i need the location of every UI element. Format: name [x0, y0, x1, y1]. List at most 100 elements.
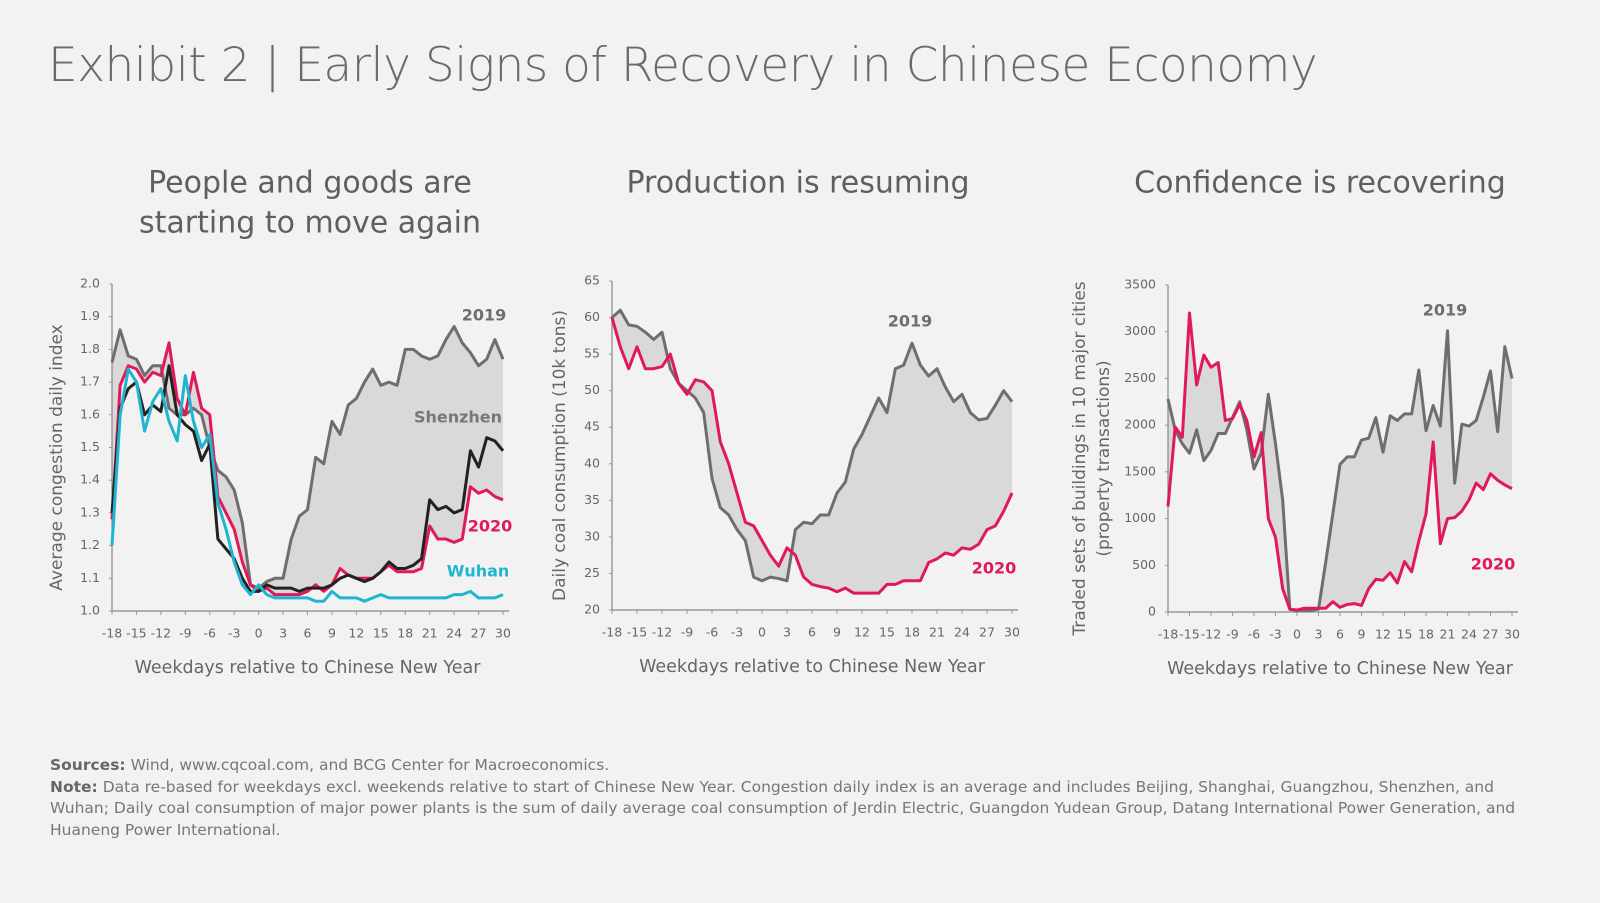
x-tick-label: 3	[1315, 627, 1323, 642]
x-tick-label: 6	[1336, 627, 1344, 642]
y-tick-label: 0	[1148, 604, 1156, 619]
series-label: 2020	[468, 517, 513, 536]
x-axis-label: Weekdays relative to Chinese New Year	[135, 658, 482, 678]
y-tick-label: 500	[1132, 557, 1156, 572]
charts: People and goods are starting to move aga…	[47, 166, 1520, 680]
x-tick-label: -18	[1158, 627, 1178, 642]
gap-area	[1168, 313, 1512, 611]
x-tick-label: -15	[126, 626, 146, 641]
series-line	[1166, 311, 1513, 612]
y-tick-label: 1.4	[80, 472, 100, 487]
series-line	[610, 317, 1014, 595]
x-tick-label: 3	[279, 626, 287, 641]
y-tick-label: 30	[584, 528, 600, 543]
y-axis-label: (property transactions)	[1094, 360, 1114, 556]
y-tick-label: 1.3	[80, 504, 100, 519]
y-tick-label: 1.8	[80, 341, 100, 356]
x-tick-label: -6	[204, 626, 217, 641]
series-label: 2019	[888, 312, 933, 331]
series-label: 2019	[462, 306, 507, 325]
x-tick-label: 9	[328, 626, 336, 641]
y-tick-label: 35	[584, 492, 600, 507]
y-tick-label: 65	[584, 273, 600, 288]
chart-title: Production is resuming	[626, 166, 969, 201]
x-tick-label: 18	[397, 626, 413, 641]
x-tick-label: 27	[979, 625, 995, 640]
x-tick-label: -9	[681, 625, 694, 640]
series-label: 2020	[972, 559, 1017, 578]
x-tick-label: 6	[808, 625, 816, 640]
series-label: Wuhan	[447, 562, 510, 581]
y-tick-label: 20	[584, 602, 600, 617]
y-tick-label: 1.0	[80, 603, 100, 618]
series-label: 2019	[1423, 301, 1468, 320]
x-tick-label: -9	[1226, 627, 1239, 642]
x-tick-label: 12	[854, 625, 870, 640]
x-tick-label: 9	[833, 625, 841, 640]
x-tick-label: 0	[255, 626, 263, 641]
x-tick-label: 21	[422, 626, 438, 641]
x-tick-label: -15	[1179, 627, 1199, 642]
y-tick-label: 55	[584, 346, 600, 361]
x-tick-label: 18	[904, 625, 920, 640]
x-tick-label: -6	[706, 625, 719, 640]
y-tick-label: 1.6	[80, 406, 100, 421]
note: Note: Data re-based for weekdays excl. w…	[50, 777, 1520, 842]
y-axis-label: Average congestion daily index	[47, 324, 67, 590]
y-tick-label: 1.2	[80, 537, 100, 552]
y-tick-label: 2.0	[80, 276, 100, 291]
note-text: Data re-based for weekdays excl. weekend…	[50, 777, 1516, 839]
x-tick-label: -18	[102, 626, 122, 641]
x-tick-label: 12	[348, 626, 364, 641]
y-tick-label: 1.7	[80, 374, 100, 389]
x-tick-label: 21	[929, 625, 945, 640]
x-tick-label: -3	[731, 625, 743, 640]
x-tick-label: 27	[1483, 627, 1499, 642]
x-tick-label: 6	[304, 626, 312, 641]
x-tick-label: -12	[151, 626, 171, 641]
x-tick-label: 21	[1440, 627, 1456, 642]
y-tick-label: 45	[584, 419, 600, 434]
main-title: Exhibit 2 | Early Signs of Recovery in C…	[48, 38, 1318, 93]
y-tick-label: 3000	[1124, 323, 1156, 338]
chart-title: Confidence is recovering	[1134, 166, 1506, 201]
note-label: Note:	[50, 777, 98, 796]
x-tick-label: 15	[373, 626, 389, 641]
series-line	[110, 364, 505, 593]
x-tick-label: 0	[758, 625, 766, 640]
series-label: 2020	[1471, 555, 1516, 574]
x-tick-label: -12	[652, 625, 672, 640]
gap-area	[612, 310, 1012, 594]
x-tick-label: -6	[1248, 627, 1261, 642]
sources-text: Wind, www.cqcoal.com, and BCG Center for…	[130, 756, 610, 774]
x-axis-label: Weekdays relative to Chinese New Year	[1167, 659, 1514, 679]
x-tick-label: 30	[1504, 627, 1520, 642]
chart-title: People and goods are	[148, 166, 472, 201]
y-tick-label: 40	[584, 455, 600, 470]
x-tick-label: 24	[954, 625, 970, 640]
x-tick-label: 27	[471, 626, 487, 641]
y-tick-label: 1.1	[80, 570, 100, 585]
y-axis-label: Daily coal consumption (10k tons)	[550, 310, 570, 601]
x-tick-label: 30	[1004, 625, 1020, 640]
x-tick-label: 24	[446, 626, 462, 641]
y-tick-label: 1.9	[80, 308, 100, 323]
y-tick-label: 1000	[1124, 510, 1156, 525]
x-tick-label: -15	[627, 625, 647, 640]
x-tick-label: 24	[1461, 627, 1477, 642]
y-tick-label: 1.5	[80, 439, 100, 454]
x-tick-label: 12	[1375, 627, 1391, 642]
y-tick-label: 60	[584, 309, 600, 324]
series-label: Shenzhen	[414, 408, 502, 427]
chart-title: starting to move again	[139, 206, 481, 241]
x-tick-label: 30	[495, 626, 511, 641]
x-tick-label: -9	[179, 626, 192, 641]
y-tick-label: 50	[584, 382, 600, 397]
series-line	[110, 341, 504, 597]
x-tick-label: -3	[228, 626, 240, 641]
y-tick-label: 2500	[1124, 370, 1156, 385]
x-tick-label: 15	[1397, 627, 1413, 642]
y-tick-label: 3500	[1124, 277, 1156, 292]
sources-label: Sources:	[50, 756, 126, 774]
